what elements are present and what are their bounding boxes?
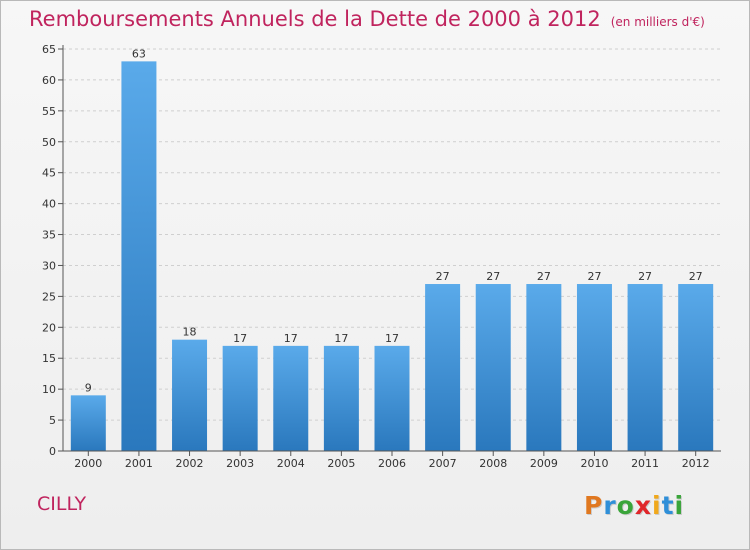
y-tick-label: 15 xyxy=(42,352,56,365)
bar[interactable] xyxy=(172,339,208,451)
bar[interactable] xyxy=(678,284,714,451)
bar[interactable] xyxy=(627,284,663,451)
x-tick-label: 2003 xyxy=(226,457,254,470)
bar[interactable] xyxy=(526,284,562,451)
x-tick-label: 2001 xyxy=(125,457,153,470)
y-tick-label: 65 xyxy=(42,43,56,56)
logo-letter: t xyxy=(661,491,675,520)
bar-value-label: 27 xyxy=(689,270,703,283)
y-tick-label: 60 xyxy=(42,74,56,87)
y-tick-label: 20 xyxy=(42,321,56,334)
bar-value-label: 17 xyxy=(385,332,399,345)
y-tick-label: 25 xyxy=(42,290,56,303)
logo-letter: o xyxy=(616,491,635,520)
bar[interactable] xyxy=(475,284,511,451)
bar-value-label: 27 xyxy=(638,270,652,283)
logo-letter: r xyxy=(603,491,617,520)
x-tick-label: 2000 xyxy=(74,457,102,470)
logo-letter: i xyxy=(652,491,662,520)
chart-title-text: Remboursements Annuels de la Dette de 20… xyxy=(29,7,601,31)
x-tick-label: 2008 xyxy=(479,457,507,470)
bar-value-label: 18 xyxy=(183,326,197,339)
logo-letter: P xyxy=(584,491,604,520)
y-tick-label: 5 xyxy=(49,414,56,427)
bar-value-label: 17 xyxy=(233,332,247,345)
x-tick-label: 2007 xyxy=(429,457,457,470)
y-tick-label: 35 xyxy=(42,229,56,242)
y-tick-label: 45 xyxy=(42,167,56,180)
bar[interactable] xyxy=(273,345,309,451)
bar-value-label: 9 xyxy=(85,381,92,394)
commune-name: CILLY xyxy=(37,493,87,515)
bar-value-label: 17 xyxy=(334,332,348,345)
logo-letter: i xyxy=(674,491,685,520)
bar[interactable] xyxy=(121,61,157,451)
bar-value-label: 63 xyxy=(132,47,146,60)
bar-value-label: 27 xyxy=(537,270,551,283)
y-tick-label: 10 xyxy=(42,383,56,396)
bar-value-label: 17 xyxy=(284,332,298,345)
chart-title: Remboursements Annuels de la Dette de 20… xyxy=(29,7,705,31)
y-tick-label: 0 xyxy=(49,445,56,458)
bar-value-label: 27 xyxy=(486,270,500,283)
x-tick-label: 2005 xyxy=(327,457,355,470)
x-tick-label: 2012 xyxy=(682,457,710,470)
x-tick-label: 2010 xyxy=(580,457,608,470)
bar[interactable] xyxy=(425,284,461,451)
y-tick-label: 30 xyxy=(42,259,56,272)
bar-value-label: 27 xyxy=(587,270,601,283)
bar[interactable] xyxy=(222,345,258,451)
x-tick-label: 2004 xyxy=(277,457,305,470)
x-tick-label: 2002 xyxy=(176,457,204,470)
bar[interactable] xyxy=(374,345,410,451)
x-tick-label: 2011 xyxy=(631,457,659,470)
logo-letter: x xyxy=(634,491,652,520)
bar[interactable] xyxy=(323,345,359,451)
chart-unit-note: (en milliers d'€) xyxy=(610,15,705,29)
x-tick-label: 2009 xyxy=(530,457,558,470)
y-tick-label: 55 xyxy=(42,105,56,118)
proxiti-logo[interactable]: Proxiti xyxy=(584,491,684,520)
y-tick-label: 40 xyxy=(42,198,56,211)
x-tick-label: 2006 xyxy=(378,457,406,470)
bar[interactable] xyxy=(576,284,612,451)
bar-value-label: 27 xyxy=(436,270,450,283)
y-tick-label: 50 xyxy=(42,136,56,149)
bar[interactable] xyxy=(70,395,106,451)
